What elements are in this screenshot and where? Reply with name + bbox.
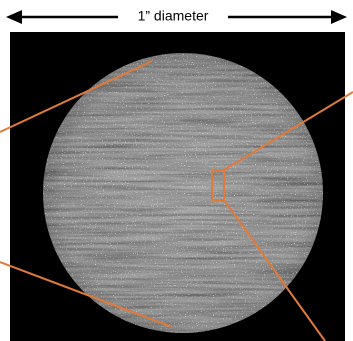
dimension-label: 1” diameter <box>138 8 209 24</box>
page: 1” diameter (() => { const data = JSON.p… <box>0 0 353 341</box>
figure: 1” diameter <box>0 0 353 341</box>
